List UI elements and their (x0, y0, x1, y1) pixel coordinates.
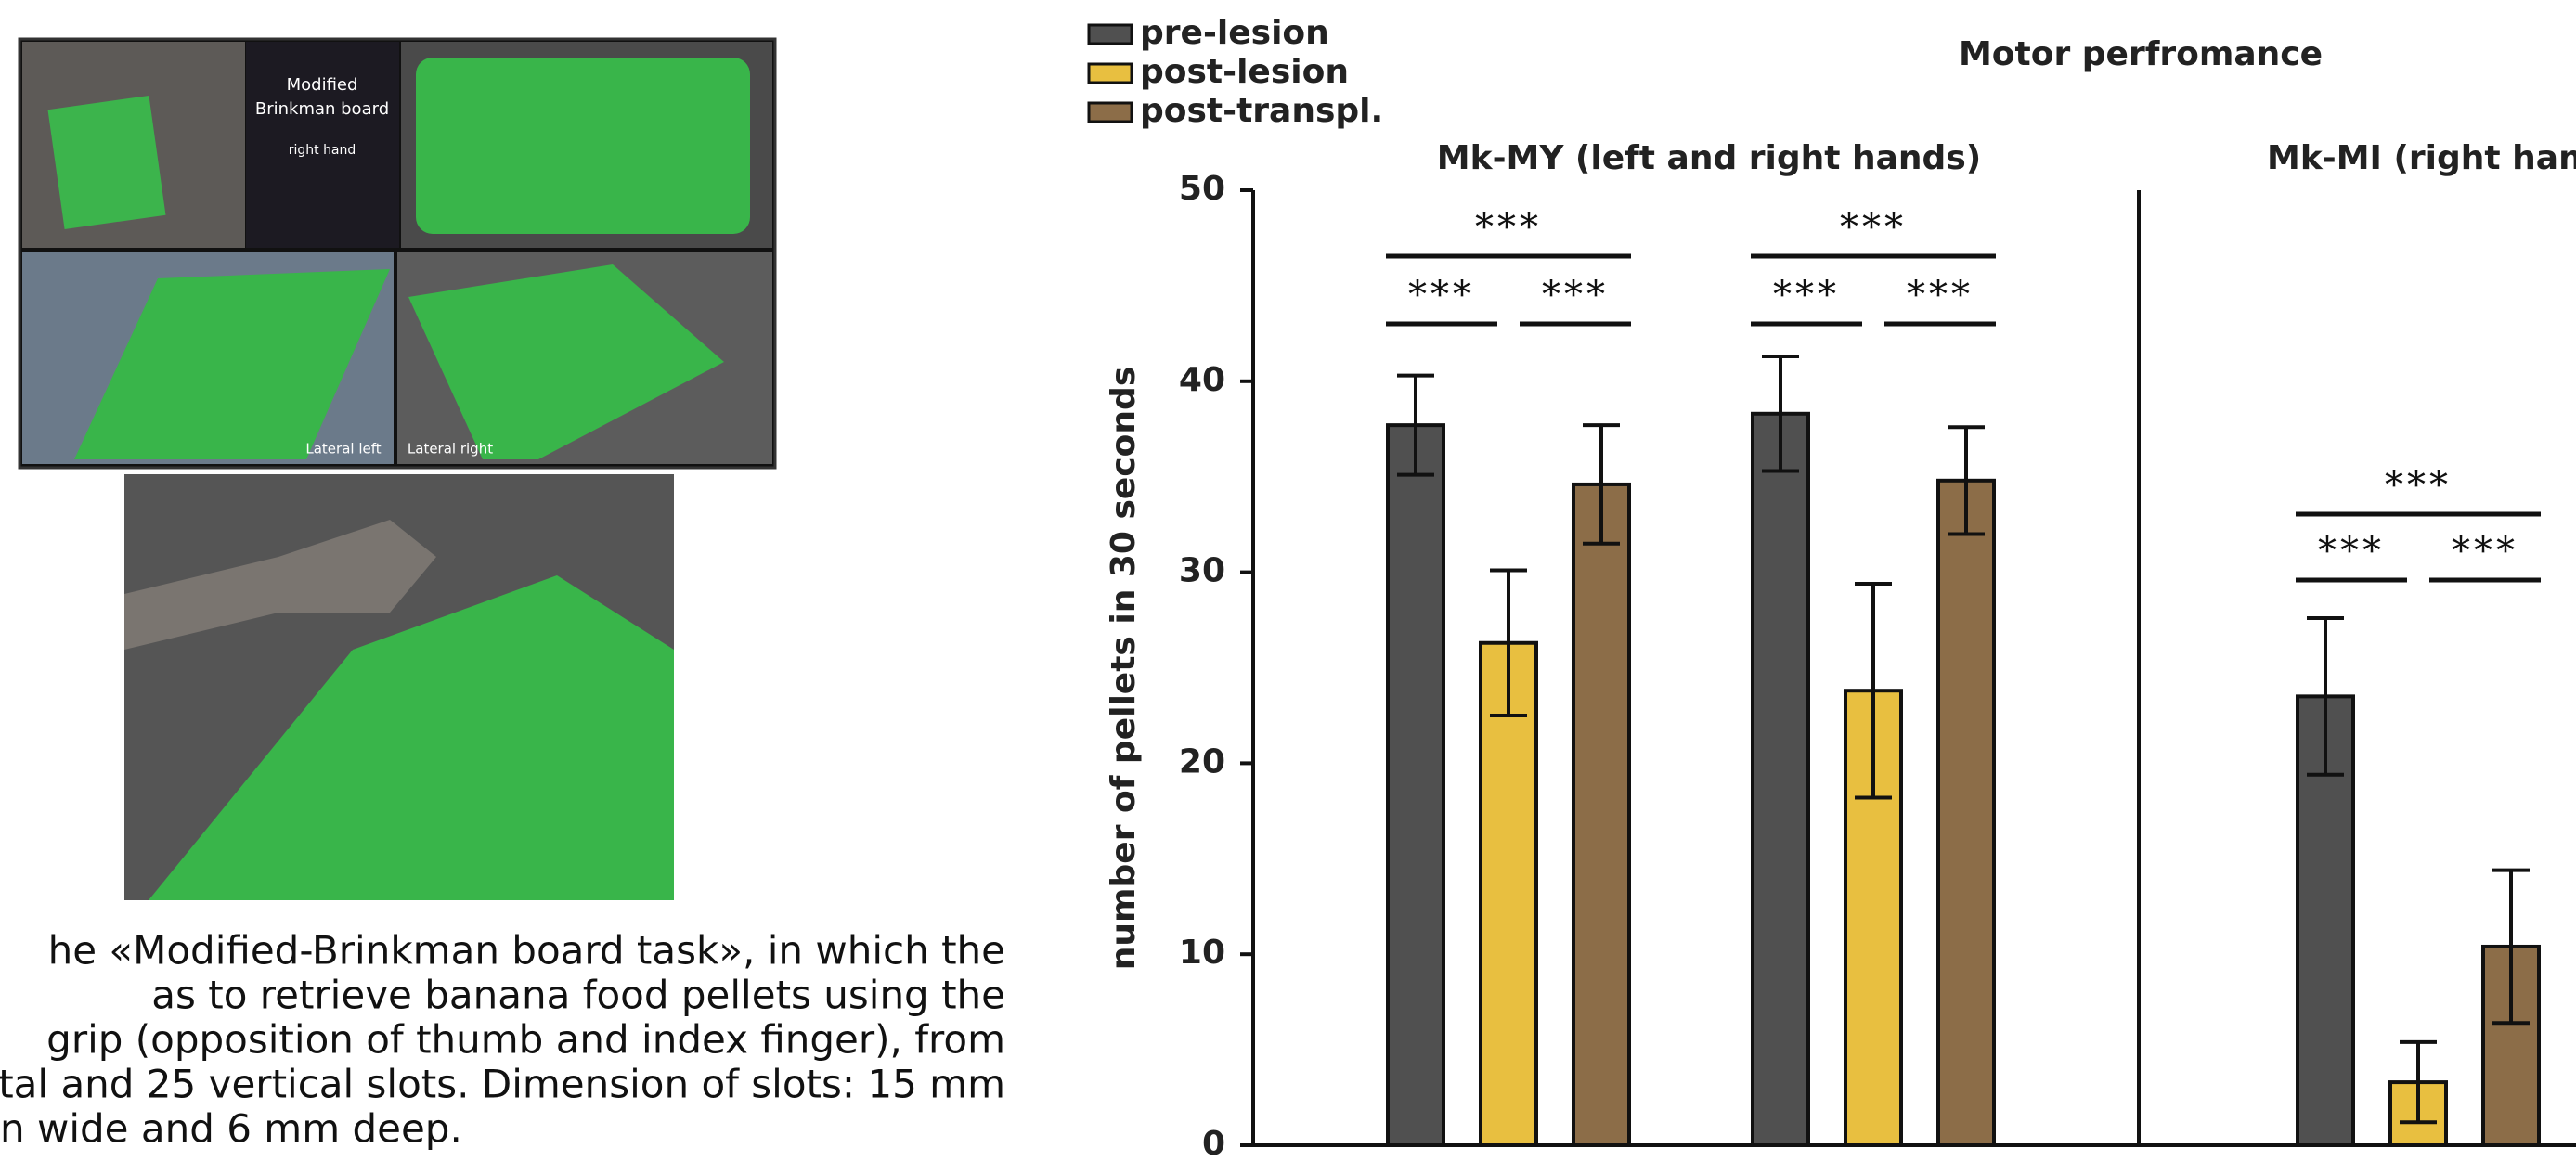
y-tick-label: 20 (1179, 742, 1225, 780)
significance-label: *** (1907, 274, 1974, 316)
caption-line: n wide and 6 mm deep. (0, 1106, 462, 1152)
caption-line: tal and 25 vertical slots. Dimension of … (0, 1062, 1005, 1107)
y-tick-label: 0 (1202, 1125, 1225, 1161)
panel-title: Mk-MI (right hand (2267, 139, 2576, 177)
photo-label: Modified (287, 75, 358, 95)
bar (1388, 425, 1443, 1145)
photo-label: Lateral right (408, 441, 493, 458)
significance-label: *** (1408, 274, 1475, 316)
photo (124, 474, 674, 900)
bar (1481, 643, 1536, 1145)
chart-title: Motor perfromance (1959, 35, 2323, 73)
y-tick-label: 50 (1179, 170, 1225, 208)
legend-label: post-transpl. (1140, 92, 1383, 130)
photo-label: right hand (289, 143, 356, 158)
legend-swatch (1089, 25, 1132, 44)
caption: he «Modified-Brinkman board task», in wh… (0, 928, 1005, 1152)
bar (1753, 414, 1808, 1145)
y-axis-label: number of pellets in 30 seconds (1105, 367, 1143, 971)
significance-label: *** (1840, 206, 1907, 249)
significance-label: *** (1475, 206, 1542, 249)
y-tick-label: 30 (1179, 552, 1225, 590)
y-tick-label: 40 (1179, 361, 1225, 399)
panel-title: Mk-MY (left and right hands) (1437, 139, 1981, 177)
y-tick-label: 10 (1179, 934, 1225, 972)
significance-label: *** (2385, 464, 2452, 507)
significance-label: *** (2452, 530, 2518, 573)
chart: Motor perfromance Mk-MY (left and right … (1089, 14, 2576, 1161)
photo-label: Brinkman board (255, 99, 389, 119)
legend-label: pre-lesion (1140, 14, 1329, 52)
caption-line: as to retrieve banana food pellets using… (151, 973, 1005, 1018)
legend-label: post-lesion (1140, 53, 1349, 91)
bar (1938, 481, 1994, 1145)
photo-label: Lateral left (305, 441, 381, 458)
legend-swatch (1089, 64, 1132, 83)
legend-swatch (1089, 103, 1132, 122)
bar (1573, 484, 1629, 1145)
figure: Modified Brinkman board right hand Later… (0, 0, 2576, 1161)
significance-label: *** (2318, 530, 2385, 573)
caption-line: grip (opposition of thumb and index fing… (46, 1017, 1005, 1063)
significance-label: *** (1773, 274, 1840, 316)
caption-line: he «Modified-Brinkman board task», in wh… (48, 928, 1005, 974)
significance-label: *** (1542, 274, 1609, 316)
photo-collage: Modified Brinkman board right hand Later… (19, 39, 775, 468)
